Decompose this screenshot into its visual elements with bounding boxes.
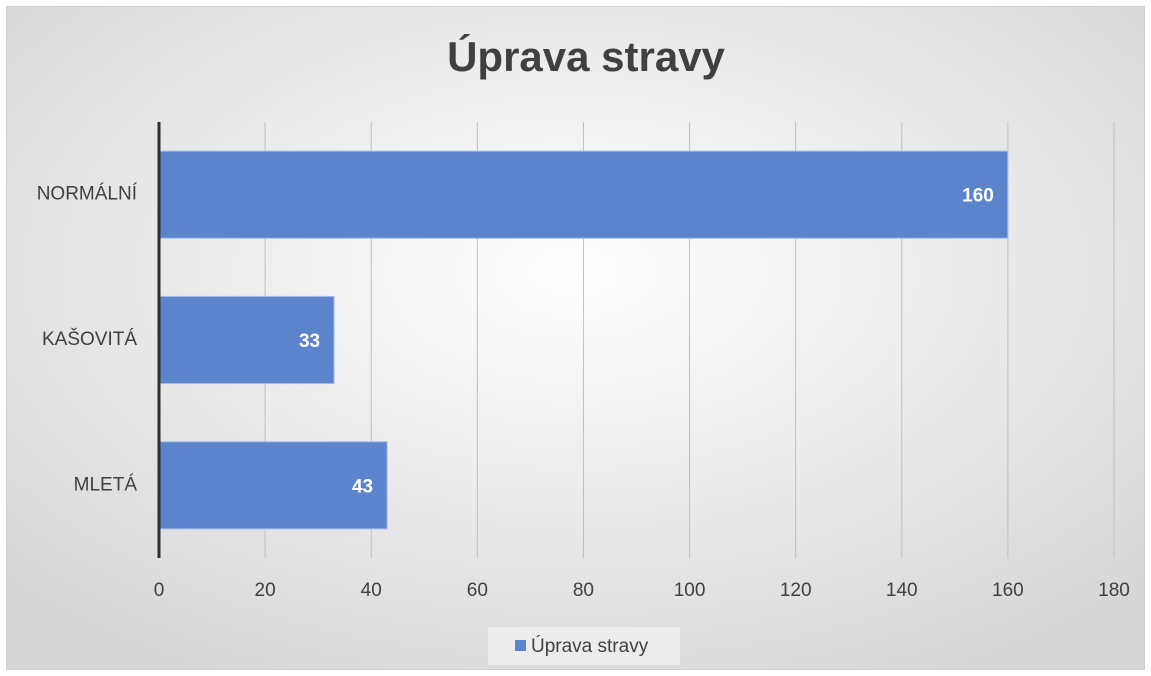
x-tick-label: 180 bbox=[1098, 580, 1130, 601]
bar bbox=[158, 441, 388, 530]
bar bbox=[158, 295, 335, 385]
chart-title: Úprava stravy bbox=[447, 32, 725, 80]
y-tick-label: MLETÁ bbox=[74, 474, 138, 495]
x-tick-label: 20 bbox=[255, 580, 276, 601]
x-tick-label: 100 bbox=[674, 580, 706, 601]
data-label: 33 bbox=[299, 331, 320, 352]
bar bbox=[158, 150, 1009, 239]
x-tick-label: 160 bbox=[992, 580, 1024, 601]
x-tick-label: 60 bbox=[467, 580, 488, 601]
x-tick-label: 80 bbox=[573, 580, 594, 601]
data-label: 160 bbox=[962, 186, 994, 207]
y-tick-label: NORMÁLNÍ bbox=[37, 184, 138, 205]
x-tick-label: 120 bbox=[780, 580, 812, 601]
legend-swatch bbox=[515, 640, 526, 651]
data-label: 43 bbox=[352, 476, 373, 497]
legend-label: Úprava stravy bbox=[531, 635, 649, 657]
y-tick-label: KAŠOVITÁ bbox=[42, 328, 137, 350]
x-tick-label: 140 bbox=[886, 580, 918, 601]
x-tick-label: 40 bbox=[361, 580, 382, 601]
x-tick-label: 0 bbox=[154, 580, 165, 601]
